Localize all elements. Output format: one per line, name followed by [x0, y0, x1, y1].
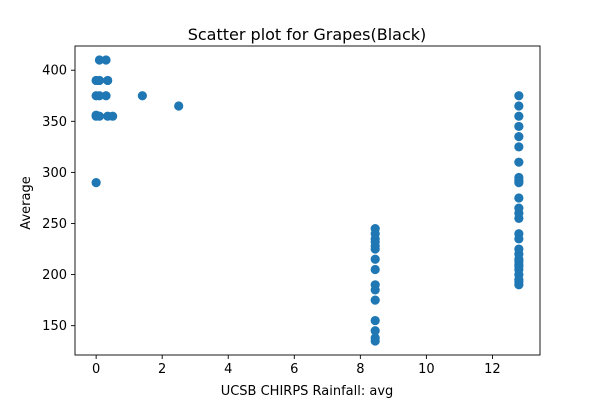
data-point — [108, 111, 118, 121]
data-point — [370, 280, 380, 290]
plot-area: 0 2 4 6 8 10 12 150 200 250 300 350 400 — [42, 45, 541, 377]
data-point — [94, 91, 105, 101]
data-point — [370, 333, 380, 343]
x-tick-label: 6 — [290, 362, 298, 377]
data-point — [370, 254, 380, 264]
x-tick-label: 4 — [224, 362, 232, 377]
data-point — [370, 224, 380, 234]
x-tick-label: 0 — [92, 362, 100, 377]
data-point — [514, 132, 524, 142]
y-tick-label: 350 — [42, 115, 67, 130]
y-tick-label: 300 — [42, 166, 67, 181]
x-axis-title: UCSB CHIRPS Rainfall: avg — [221, 384, 394, 399]
data-point — [514, 121, 524, 132]
data-point — [370, 326, 380, 336]
data-point — [514, 111, 524, 121]
data-point — [514, 91, 524, 101]
data-point — [514, 229, 524, 239]
x-tick-label: 2 — [158, 362, 166, 377]
axes-frame — [74, 45, 541, 356]
x-tick-label: 12 — [484, 362, 501, 377]
data-point — [514, 172, 524, 183]
data-point — [137, 91, 147, 101]
data-point — [91, 178, 101, 188]
data-point — [514, 142, 524, 152]
data-point — [370, 315, 380, 326]
data-point — [514, 244, 524, 254]
data-point — [514, 157, 524, 167]
data-point — [101, 55, 111, 65]
y-tick-label: 150 — [42, 319, 67, 334]
y-tick-label: 200 — [42, 268, 67, 283]
data-point — [103, 75, 113, 86]
data-point — [514, 203, 524, 213]
data-point — [94, 75, 105, 86]
x-tick-label: 8 — [356, 362, 364, 377]
data-point — [94, 55, 105, 65]
data-point — [94, 111, 105, 121]
data-point — [370, 264, 380, 275]
x-tick-label: 10 — [418, 362, 435, 377]
data-point — [514, 101, 524, 111]
chart-title: Scatter plot for Grapes(Black) — [188, 25, 427, 44]
y-tick-label: 400 — [42, 64, 67, 79]
data-point — [174, 101, 184, 111]
y-axis-title: Average — [19, 176, 34, 229]
y-tick-label: 250 — [42, 217, 67, 232]
data-point — [514, 193, 524, 203]
data-point — [101, 91, 111, 101]
data-point — [370, 295, 380, 305]
